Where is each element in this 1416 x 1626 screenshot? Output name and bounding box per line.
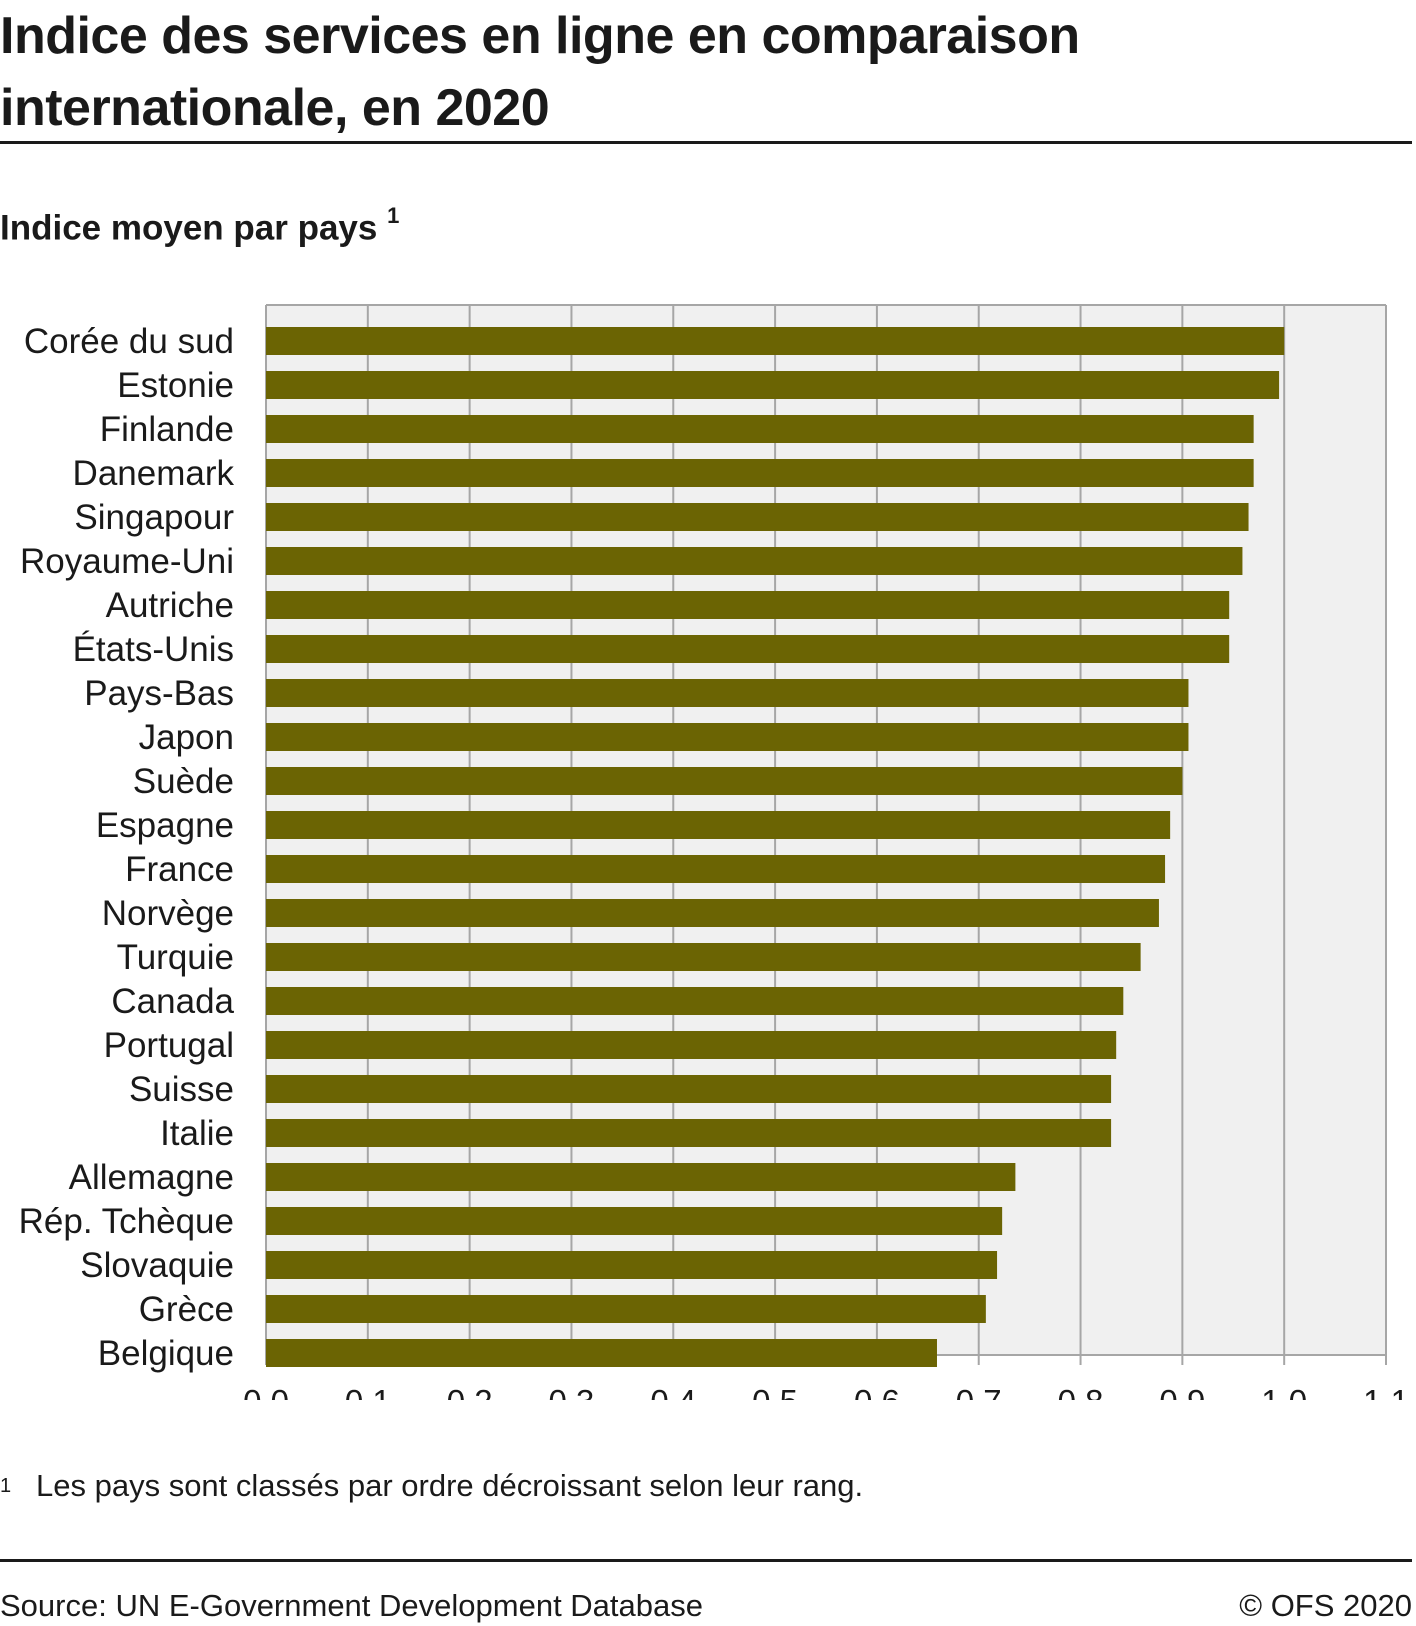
bar — [266, 547, 1243, 575]
subtitle-note-mark: 1 — [387, 203, 400, 228]
x-tick-label: 0,2 — [447, 1383, 493, 1400]
bar — [266, 1251, 998, 1279]
x-tick-label: 1,1 — [1363, 1383, 1409, 1400]
bar — [266, 679, 1189, 707]
x-tick-label: 0,9 — [1159, 1383, 1205, 1400]
footnote: 1 Les pays sont classés par ordre décrois… — [0, 1466, 863, 1506]
bar-chart: 0,0 0,1 0,2 0,3 0,4 0,5 0,6 0,7 0,8 0,9 1,0 1,1 Coré… — [19, 304, 1409, 1400]
bar — [266, 987, 1124, 1015]
category-label: Danemark — [73, 454, 235, 493]
category-label: Corée du sud — [24, 322, 234, 361]
category-label: Suède — [133, 762, 234, 801]
x-tick-label: 0,0 — [243, 1383, 289, 1400]
bar — [266, 327, 1285, 355]
bar — [266, 459, 1254, 487]
footnote-text: Les pays sont classés par ordre décroiss… — [36, 1468, 864, 1503]
category-label: Canada — [111, 982, 234, 1021]
subtitle-text: Indice moyen par pays — [0, 208, 378, 248]
bar — [266, 811, 1171, 839]
category-label: Pays-Bas — [84, 674, 234, 713]
bar — [266, 767, 1183, 795]
category-label: Singapour — [74, 498, 234, 537]
category-label: Estonie — [117, 366, 234, 405]
category-label: Allemagne — [69, 1158, 234, 1197]
bar — [266, 415, 1254, 443]
category-label: France — [125, 850, 234, 889]
category-label: Belgique — [98, 1334, 234, 1373]
footnote-mark: 1 — [0, 1475, 12, 1497]
x-tick-label: 0,3 — [549, 1383, 595, 1400]
category-label: Rép. Tchèque — [19, 1202, 234, 1241]
category-label: Norvège — [102, 894, 234, 933]
category-label: Portugal — [104, 1026, 234, 1065]
source-note: Source: UN E-Government Development Data… — [0, 1588, 703, 1623]
category-label: Turquie — [117, 938, 234, 977]
bar — [266, 1163, 1016, 1191]
chart-subtitle: Indice moyen par pays 1 — [0, 198, 399, 251]
title-line-2: internationale, en 2020 — [0, 79, 550, 137]
category-label: Espagne — [96, 806, 234, 845]
x-tick-label: 0,1 — [345, 1383, 391, 1400]
bar — [266, 591, 1230, 619]
category-label: Autriche — [106, 586, 234, 625]
copyright-note: © OFS 2020 — [1239, 1588, 1412, 1623]
x-tick-label: 0,5 — [752, 1383, 798, 1400]
bar — [266, 723, 1189, 751]
category-label: États-Unis — [73, 630, 234, 669]
bar — [266, 1339, 937, 1367]
bar — [266, 1119, 1112, 1147]
x-tick-label: 0,6 — [854, 1383, 900, 1400]
bar — [266, 635, 1230, 663]
bar — [266, 855, 1166, 883]
x-tick-label: 0,8 — [1058, 1383, 1104, 1400]
category-label: Italie — [160, 1114, 234, 1153]
title-divider — [0, 141, 1412, 144]
bar — [266, 1031, 1117, 1059]
bar — [266, 899, 1159, 927]
category-label: Royaume-Uni — [20, 542, 234, 581]
bar — [266, 503, 1249, 531]
x-tick-label: 0,4 — [650, 1383, 696, 1400]
footer-divider — [0, 1559, 1412, 1562]
category-label: Grèce — [139, 1290, 234, 1329]
category-label: Japon — [139, 718, 234, 757]
category-label: Finlande — [100, 410, 234, 449]
chart-title: Indice des services en ligne en comparai… — [0, 0, 1410, 144]
bar — [266, 1295, 986, 1323]
bar — [266, 371, 1280, 399]
title-line-1: Indice des services en ligne en comparai… — [0, 7, 1080, 65]
x-tick-label: 0,7 — [956, 1383, 1002, 1400]
bar — [266, 1075, 1112, 1103]
category-label: Suisse — [129, 1070, 234, 1109]
bar — [266, 1207, 1003, 1235]
bar — [266, 943, 1141, 971]
category-label: Slovaquie — [80, 1246, 234, 1285]
x-tick-label: 1,0 — [1261, 1383, 1307, 1400]
